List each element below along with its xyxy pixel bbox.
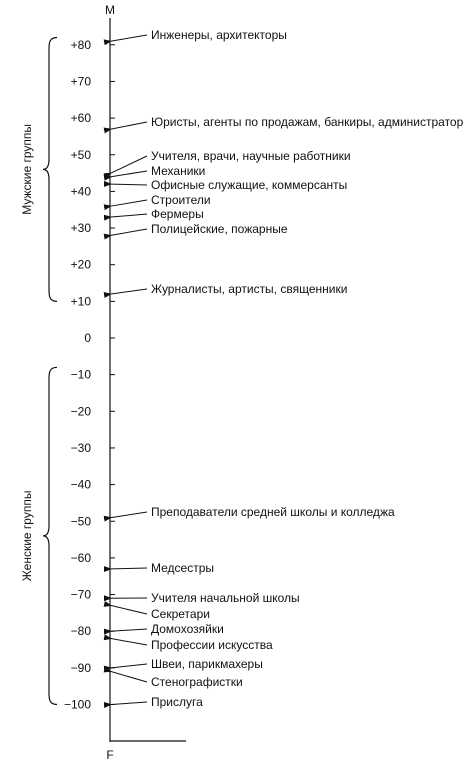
tick-label: +10 [71, 294, 92, 308]
tick-label: +80 [71, 38, 92, 52]
occupation-arrow [103, 228, 148, 240]
tick-label: +60 [71, 111, 92, 125]
occupation-label: Секретари [151, 607, 210, 621]
tick-label: −90 [71, 661, 92, 675]
occupation-label: Медсестры [151, 561, 214, 575]
female-brace [42, 366, 58, 706]
occupation-arrow [103, 628, 148, 635]
tick-label: −100 [64, 698, 91, 712]
tick-label: +70 [71, 74, 92, 88]
tick-label: −80 [71, 624, 92, 638]
male-brace [42, 36, 58, 302]
occupation-label: Прислуга [151, 695, 203, 709]
occupation-arrow [103, 199, 148, 211]
occupation-arrow [103, 566, 148, 573]
male-group-label: Мужские группы [20, 124, 34, 215]
occupation-arrow [103, 213, 148, 221]
tick-label: −30 [71, 441, 92, 455]
tick-label: −20 [71, 404, 92, 418]
occupation-label: Профессии искусства [151, 638, 273, 652]
occupation-label: Стенографистки [151, 675, 243, 689]
occupation-arrow [103, 601, 148, 615]
tick-label: −60 [71, 551, 92, 565]
occupation-label: Учителя начальной школы [151, 591, 300, 605]
tick-label: −70 [71, 588, 92, 602]
occupation-label: Полицейские, пожарные [151, 222, 288, 236]
group-braces: Мужские группы Женские группы [20, 36, 58, 706]
occupation-arrow [103, 180, 148, 187]
occupation-arrow [103, 634, 148, 646]
axis-top-label: M [105, 3, 115, 17]
occupation-label: Преподаватели средней школы и колледжа [151, 505, 395, 519]
occupation-arrow [103, 701, 148, 708]
occupation-label: Инженеры, архитекторы [151, 28, 287, 42]
occupation-label: Швеи, парикмахеры [151, 657, 263, 671]
tick-label: −50 [71, 514, 92, 528]
tick-label: +20 [71, 258, 92, 272]
occupation-arrow [103, 666, 148, 683]
tick-label: +50 [71, 148, 92, 162]
occupation-arrow [103, 34, 148, 46]
tick-label: −10 [71, 368, 92, 382]
occupation-label: Журналисты, артисты, священники [151, 282, 347, 296]
tick-label: +30 [71, 221, 92, 235]
tick-label: +40 [71, 184, 92, 198]
occupation-label: Строители [151, 193, 211, 207]
female-group-label: Женские группы [20, 491, 34, 582]
occupation-arrow [103, 511, 148, 522]
occupation-arrow [103, 170, 148, 181]
occupation-arrow [103, 121, 148, 134]
occupation-labels: Инженеры, архитекторы Юристы, агенты по п… [103, 28, 464, 709]
tick-label: 0 [84, 331, 91, 345]
axis-bottom-label: F [106, 748, 113, 762]
occupation-arrow [103, 155, 148, 179]
occupation-label: Фермеры [151, 207, 204, 221]
occupation-label: Механики [151, 164, 205, 178]
axis: M F +80 +70 +60 +50 +40 +30 +20 +10 0 −10 −20 −30 −40 −… [64, 3, 186, 762]
occupation-arrow [103, 288, 148, 298]
occupation-label: Учителя, врачи, научные работники [151, 149, 351, 163]
occupation-arrow [103, 663, 148, 672]
occupation-label: Домохозяйки [151, 622, 224, 636]
occupation-label: Офисные служащие, коммерсанты [151, 178, 347, 192]
tick-label: −40 [71, 478, 92, 492]
occupation-label: Юристы, агенты по продажам, банкиры, адм… [151, 115, 464, 129]
